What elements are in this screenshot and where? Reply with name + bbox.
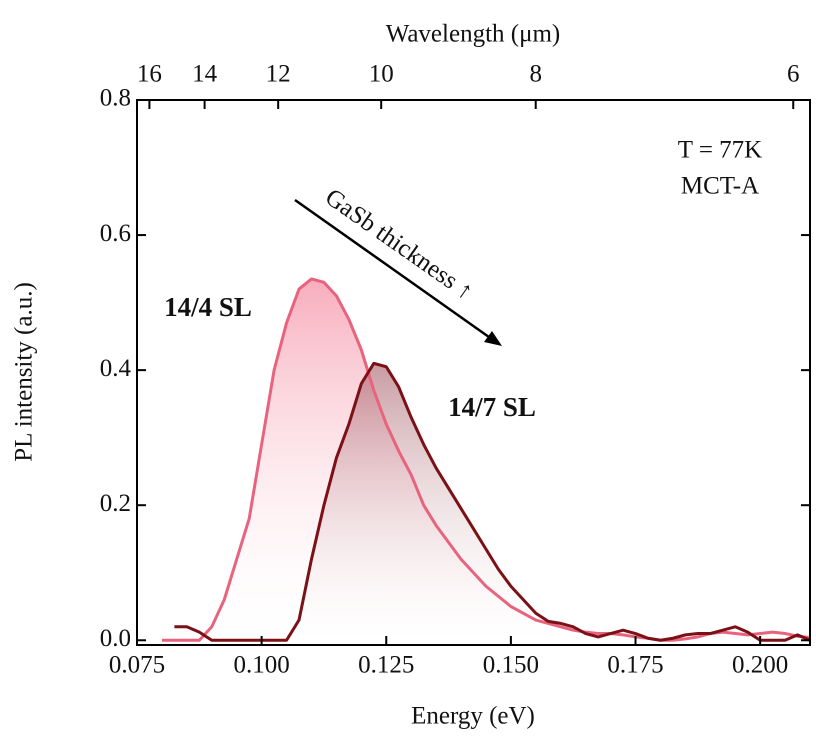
y-tick-label: 0.8 (100, 85, 131, 112)
x2-tick-label: 10 (369, 61, 394, 88)
area-fill (174, 363, 810, 641)
x-tick-label: 0.075 (109, 652, 165, 679)
y-tick-label: 0.0 (100, 625, 131, 652)
x-tick-label: 0.150 (483, 652, 539, 679)
y-axis-label: PL intensity (a.u.) (11, 282, 38, 462)
arrow-head (484, 331, 502, 346)
arrow (294, 198, 497, 344)
x-tick-label: 0.125 (358, 652, 414, 679)
annotation: MCT-A (681, 173, 759, 200)
annotation: GaSb thickness ↑ (320, 184, 478, 306)
x-tick-label: 0.175 (607, 652, 663, 679)
x2-tick-label: 14 (192, 61, 218, 88)
y-tick-label: 0.4 (100, 355, 132, 382)
annotation: T = 77K (678, 137, 762, 164)
series-line (161, 277, 811, 642)
x-tick-label: 0.200 (732, 652, 788, 679)
legend-label: 14/7 SL (448, 392, 536, 422)
y-tick-label: 0.2 (100, 490, 131, 517)
x-axis-label: Energy (eV) (411, 703, 535, 730)
x-tick-label: 0.100 (234, 652, 290, 679)
legend-label: 14/4 SL (164, 292, 252, 322)
y-tick-label: 0.6 (100, 220, 131, 247)
x2-axis-label: Wavelength (μm) (386, 21, 561, 48)
plot-frame (136, 99, 811, 646)
x2-tick-label: 12 (266, 61, 291, 88)
x2-tick-label: 8 (529, 61, 542, 88)
x2-tick-label: 16 (137, 61, 162, 88)
x2-tick-label: 6 (787, 61, 800, 88)
series-line (174, 361, 811, 642)
